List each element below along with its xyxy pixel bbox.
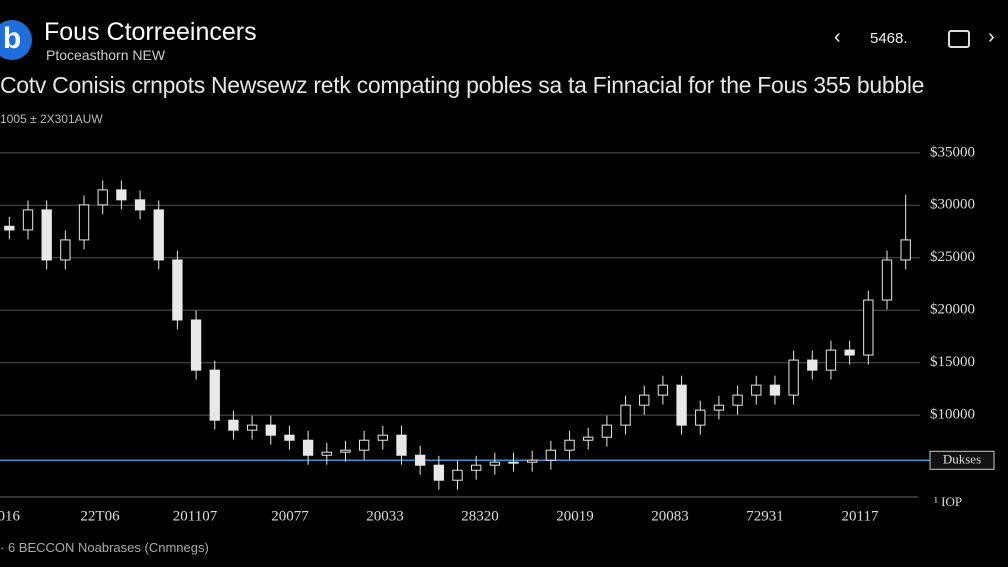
candle-body [134,199,146,211]
candle-body [489,461,501,466]
x-tick-label: 20077 [271,508,309,524]
candle-body [22,209,34,231]
footnote: · 6 BECCON Noabrases (Cnmnegs) [0,540,209,555]
x-tick-label: 20019 [556,508,594,524]
candle-body [620,404,631,426]
candle-body [340,449,351,453]
candle-body [844,349,855,356]
candle-body [97,189,108,206]
nav-prev[interactable]: ‹ [834,26,841,48]
candle-body [825,349,837,371]
candle-body [657,384,669,396]
x-tick-label: 28320 [461,508,499,524]
y-tick-label: $30000 [930,197,975,213]
candle-body [564,439,575,451]
y-tick-label: $10000 [930,407,975,423]
candle-body [4,225,15,231]
candle-body [414,454,426,466]
nav-number: 5468. [870,30,908,47]
candle-body [433,464,444,481]
candle-body [583,436,594,441]
reference-label-box [929,450,995,470]
candle-body [377,434,388,441]
candle-body [695,409,706,426]
candle-body [863,299,874,356]
candle-body [265,424,276,436]
candle-body [284,434,295,441]
subline: 1005 ± 2X301AUW [0,112,103,126]
candle-body [209,369,220,421]
candle-body [639,394,650,406]
x-tick-label: 20033 [366,508,404,524]
candle-body [881,259,893,301]
candle-body [60,239,71,261]
candle-body [676,384,687,426]
nav-next[interactable]: › [988,26,995,48]
candle-body [807,359,818,371]
candle-body [788,359,799,396]
candle-body [78,204,90,241]
x-tick-label: 201107 [173,508,218,524]
candle-body [769,384,781,396]
candle-body [452,469,463,481]
y-tick-label: $35000 [930,144,975,160]
axis-note: ¹ IOP [934,494,962,509]
x-tick-label: 20117 [842,508,879,524]
x-tick-label: 72931 [746,508,784,524]
candle-body [172,259,183,321]
candle-body [396,434,407,456]
reference-label: Dukses [943,451,981,466]
candle-body [545,449,557,461]
candle-body [321,451,332,456]
logo: b [0,20,32,60]
candle-body [713,404,725,411]
candle-body [302,439,314,456]
candle-body [732,394,743,406]
y-tick-label: $25000 [930,249,975,265]
candle-body [153,209,164,261]
candle-body [471,464,482,471]
x-tick-label: 2016 [0,508,21,524]
candle-body [751,384,762,396]
nav-icon[interactable] [948,30,970,48]
candle-body [228,419,239,431]
headline: Cotv Conisis crnpots Newsewz retk compat… [0,72,925,98]
candle-body [190,319,202,371]
candle-body [900,239,911,261]
y-tick-label: $20000 [930,302,975,318]
candle-body [601,424,613,438]
x-tick-label: 22T06 [80,508,120,524]
candle-body [116,189,127,201]
candle-body [527,459,538,463]
y-tick-label: $15000 [930,354,975,370]
brand-subtitle: Ptoceasthorn NEW [46,47,166,63]
candle-body [358,439,370,451]
candle-body [41,209,52,261]
candle-body [508,461,519,464]
brand: Fous Ctorreeincers [44,18,257,46]
x-tick-label: 20083 [651,508,689,524]
candle-body [246,424,258,431]
